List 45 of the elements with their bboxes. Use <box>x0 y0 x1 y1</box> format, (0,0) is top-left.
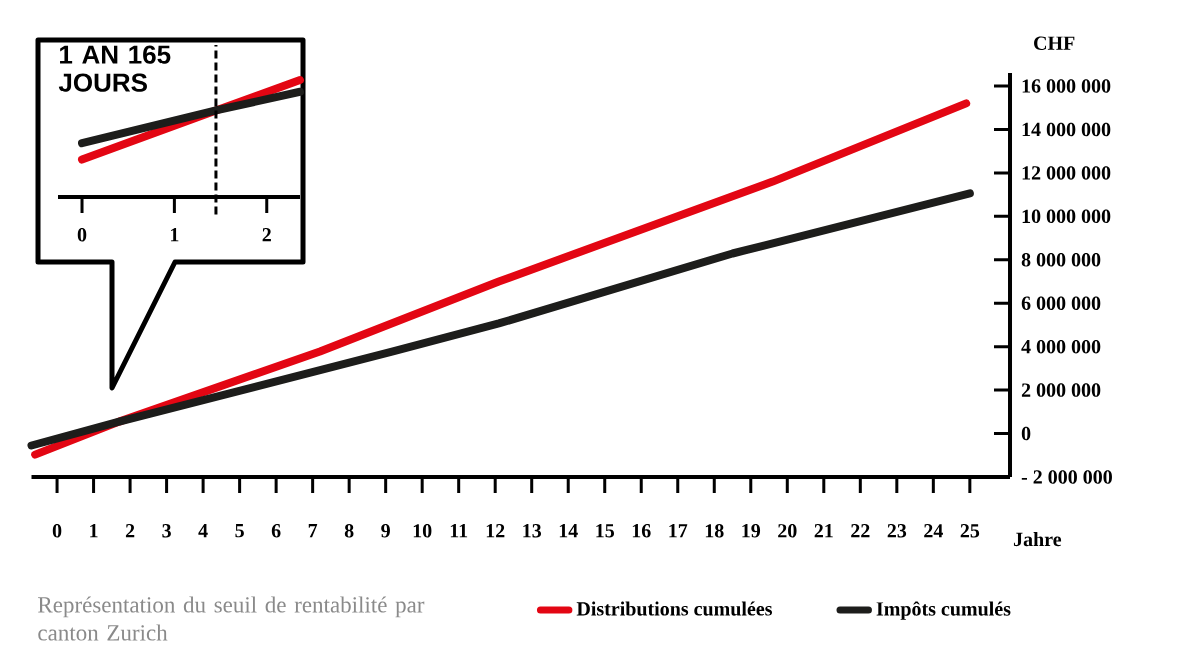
y-tick-label: 16 000 000 <box>1022 79 1111 93</box>
y-tick-label: 4 000 000 <box>1021 339 1101 354</box>
x-tick-label: 15 <box>596 524 615 538</box>
y-tick-label: 10 000 000 <box>1022 209 1111 224</box>
y-tick-label: - 2 000 000 <box>1021 470 1112 484</box>
legend-label: Distributions cumulées <box>576 601 773 616</box>
x-tick-label: 7 <box>308 524 318 538</box>
y-tick-label: 2 000 000 <box>1021 383 1101 397</box>
x-tick-label: 13 <box>523 524 542 538</box>
x-tick-label: 0 <box>77 228 87 242</box>
x-tick-label: 24 <box>924 524 943 538</box>
x-axis-title: Jahre <box>1013 532 1062 547</box>
x-tick-label: 17 <box>669 524 688 538</box>
x-tick-label: 22 <box>851 524 870 538</box>
x-tick-label: 3 <box>162 524 171 538</box>
x-tick-label: 6 <box>271 524 281 538</box>
x-tick-label: 21 <box>814 524 833 538</box>
x-tick-label: 14 <box>559 524 578 538</box>
y-tick-label: 8 000 000 <box>1021 253 1101 267</box>
x-tick-label: 10 <box>413 524 432 538</box>
y-tick-label: 12 000 000 <box>1022 166 1111 180</box>
x-tick-label: 20 <box>778 524 797 538</box>
x-tick-label: 5 <box>235 524 244 538</box>
x-tick-label: 4 <box>198 524 208 538</box>
ref-line-label: 1 AN 165 JOURS <box>58 45 171 92</box>
x-tick-label: 25 <box>960 524 980 538</box>
y-tick-label: 14 000 000 <box>1022 122 1111 137</box>
x-tick-label: 19 <box>742 524 761 538</box>
x-tick-label: 18 <box>705 524 724 538</box>
x-tick-label: 12 <box>486 524 505 538</box>
text: Représentation du seuil de rentabilité par canton Zurich <box>38 596 425 641</box>
x-tick-label: 11 <box>450 524 468 538</box>
x-tick-label: 16 <box>632 524 651 538</box>
x-tick-label: 1 <box>90 524 98 538</box>
y-tick-label: 0 <box>1021 426 1031 441</box>
x-tick-label: 2 <box>125 524 135 538</box>
x-tick-label: 1 <box>170 228 179 242</box>
y-tick-label: 6 000 000 <box>1021 296 1101 310</box>
x-tick-label: 8 <box>344 524 354 538</box>
x-tick-label: 23 <box>887 524 907 538</box>
y-axis-title: CHF <box>1034 36 1075 50</box>
x-tick-label: 0 <box>52 524 62 538</box>
x-tick-label: 9 <box>381 524 390 538</box>
x-tick-label: 2 <box>262 228 271 242</box>
legend-label: Impôts cumulés <box>876 601 1011 620</box>
